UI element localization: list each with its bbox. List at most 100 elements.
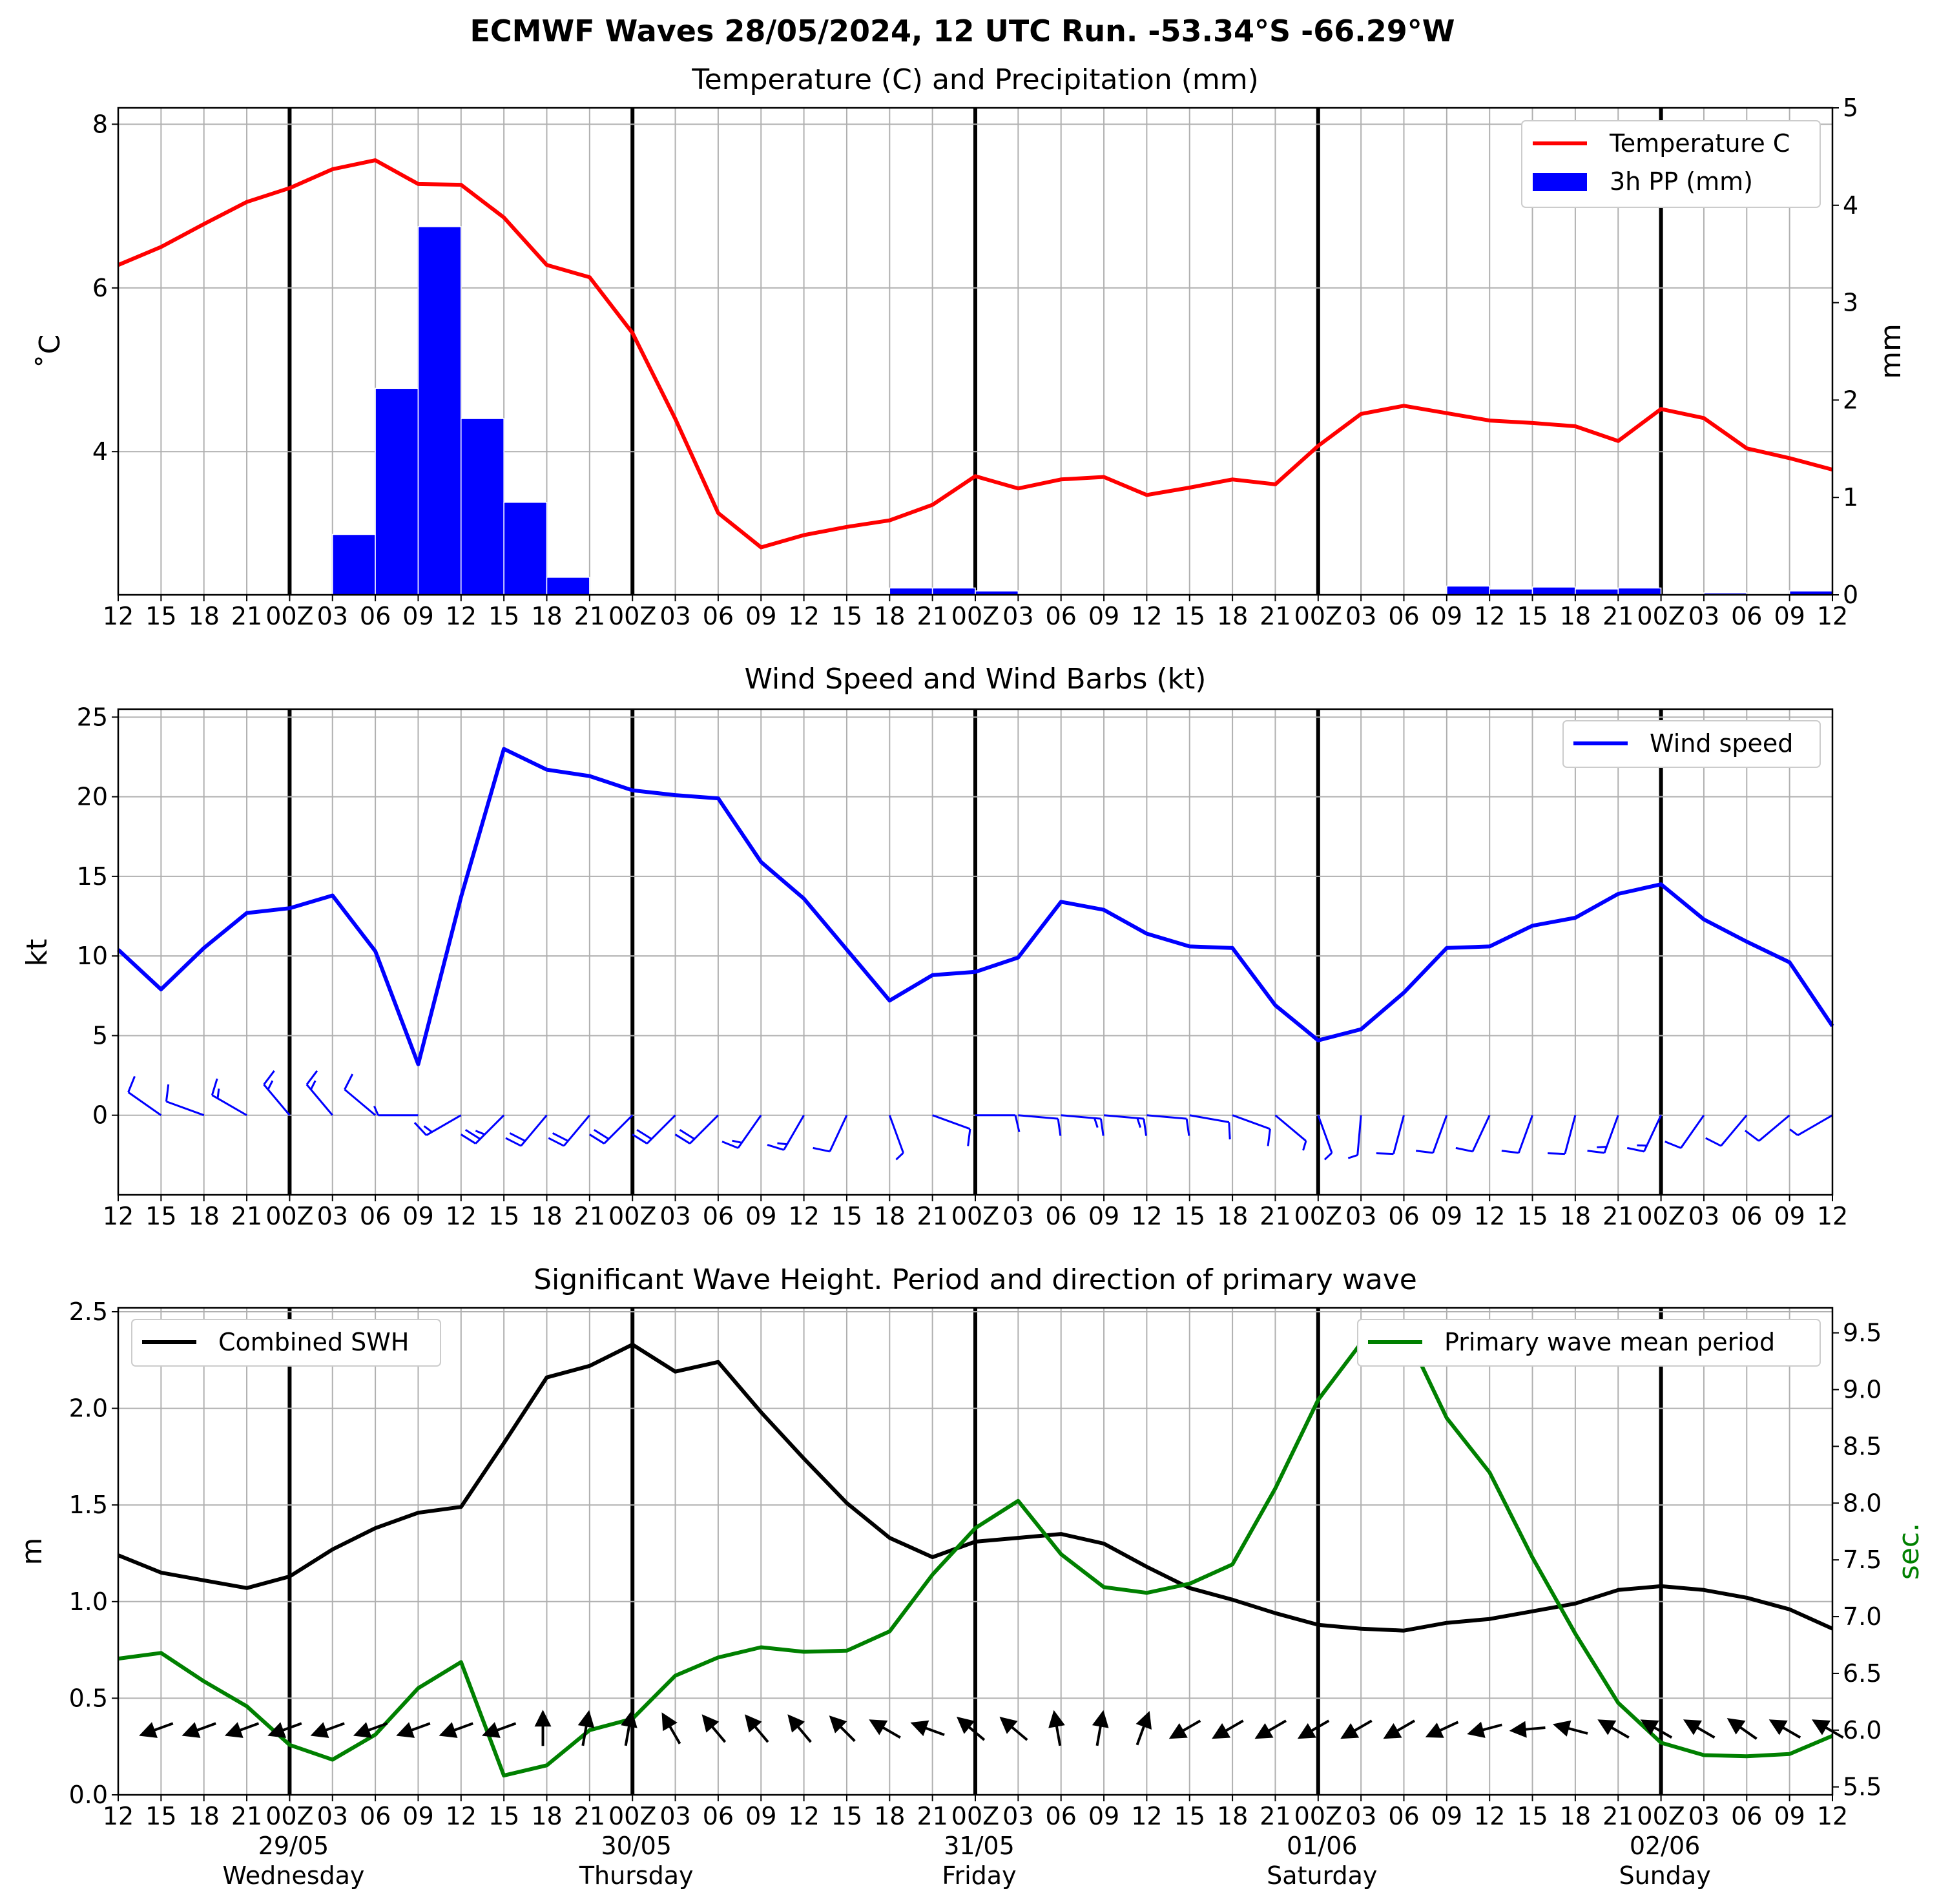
x-tick-label: 18	[874, 1802, 905, 1830]
x-tick-label: 03	[317, 1202, 348, 1230]
x-tick-label: 12	[788, 1802, 819, 1830]
wind-barb	[1376, 1115, 1405, 1155]
x-tick-label: 00Z	[1637, 1802, 1685, 1830]
arrow-head	[181, 1722, 201, 1738]
wind-barb-feather	[895, 1152, 904, 1161]
x-tick-label: 03	[1345, 602, 1376, 630]
x-tick-label: 12	[1817, 602, 1848, 630]
wind-barb-feather	[1267, 1128, 1271, 1146]
wind-barb-feather	[216, 1088, 220, 1099]
x-tick-label: 15	[145, 602, 176, 630]
x-tick-label: 21	[574, 1802, 605, 1830]
y-tick-label: 6	[92, 274, 108, 302]
x-tick-label: 21	[1260, 1202, 1291, 1230]
arrow-head	[869, 1719, 888, 1735]
wind-barb-feather	[464, 1129, 481, 1140]
wind-barb-feather	[1099, 1118, 1104, 1136]
x-tick-label: 12	[103, 1202, 134, 1230]
x-tick-label: 09	[402, 1802, 433, 1830]
wave-direction-arrow	[181, 1722, 216, 1738]
wave-direction-arrow	[353, 1722, 388, 1738]
x-tick-label: 12	[1474, 1202, 1505, 1230]
arrow-head	[1683, 1719, 1702, 1735]
x-tick-label: 15	[488, 602, 519, 630]
chart-suptitle: ECMWF Waves 28/05/2024, 12 UTC Run. -53.…	[470, 14, 1455, 48]
wave-direction-arrows	[139, 1710, 1844, 1746]
precip-bar	[1531, 586, 1576, 595]
wind-barb	[1548, 1115, 1577, 1155]
wind-barb-feather	[1626, 1146, 1644, 1153]
wave-lines	[117, 1326, 1834, 1778]
wind-barb-shaft	[1643, 1115, 1662, 1152]
wind-barb-feather	[165, 1084, 170, 1102]
x-tick-label: 15	[831, 602, 862, 630]
x-tick-label: 03	[659, 602, 690, 630]
wind-barb	[767, 1114, 805, 1151]
wind-barb-shaft	[165, 1101, 205, 1117]
wind-barb	[1789, 1114, 1833, 1137]
wind-barb-feather	[423, 1125, 433, 1133]
y2-tick-label: 2	[1843, 386, 1858, 414]
legend-swatch-precipitation	[1533, 173, 1587, 191]
y-tick-label: 4	[92, 437, 108, 466]
x-tick-label: 06	[360, 602, 391, 630]
legend-label-period: Primary wave mean period	[1444, 1328, 1775, 1356]
wind-barb-feather	[263, 1070, 275, 1086]
y2-axis-label-sec: sec.	[1892, 1523, 1925, 1580]
x-tick-label: 06	[360, 1802, 391, 1830]
wind-barb-feather	[674, 1133, 690, 1144]
wave-direction-arrow	[1048, 1710, 1065, 1746]
arrow-head	[1552, 1720, 1571, 1737]
x-tick-label: 21	[1602, 1802, 1633, 1830]
wind-barb	[588, 1114, 634, 1144]
wind-barb	[1415, 1115, 1448, 1154]
wind-barb-shaft	[1720, 1114, 1748, 1147]
grid	[118, 1308, 1833, 1795]
y-tick-label: 0	[92, 1101, 108, 1130]
wind-barb-feather	[813, 1146, 831, 1153]
y-tick-label: 8	[92, 110, 108, 138]
wind-barb-shaft	[646, 1114, 676, 1144]
wind-barb-shaft	[263, 1084, 291, 1116]
x-tick-label: 21	[1260, 1802, 1291, 1830]
x-tick-label: 12	[1474, 1802, 1505, 1830]
axis-ticks: 12 15 18 21 00Z 03 06 09 12 15 18 21 00Z 03 06 09 12 15 18…	[77, 703, 1849, 1230]
wind-barb	[1705, 1114, 1748, 1147]
wind-barb-feather	[777, 1142, 787, 1146]
wind-barb-shaft	[306, 1084, 333, 1116]
day-name-label: Wednesday	[222, 1861, 364, 1890]
x-tick-label: 21	[1260, 602, 1291, 630]
x-tick-label: 06	[1731, 1802, 1762, 1830]
precip-bar	[417, 226, 462, 595]
wind-barb-shaft	[1564, 1115, 1577, 1154]
wind-barb-shaft	[1471, 1115, 1491, 1152]
wind-barb	[1626, 1115, 1662, 1153]
wave-direction-arrow	[396, 1722, 431, 1738]
x-tick-label: 21	[1602, 602, 1633, 630]
wind-barb-shaft	[1432, 1115, 1448, 1154]
wind-barb-feather	[1014, 1115, 1021, 1133]
x-tick-label: 12	[1474, 602, 1505, 630]
arrow-head	[787, 1714, 805, 1733]
plot-frame	[117, 708, 1834, 1196]
wave-direction-arrow	[224, 1722, 260, 1738]
x-tick-label: 21	[917, 602, 948, 630]
x-tick-label: 09	[1431, 1202, 1462, 1230]
wind-barb	[1274, 1114, 1307, 1151]
wind-barb-feather	[1587, 1150, 1605, 1154]
wind-barb-feather	[632, 1133, 648, 1144]
x-tick-label: 06	[1046, 602, 1077, 630]
x-tick-label: 03	[1002, 1202, 1033, 1230]
x-tick-label: 06	[1388, 602, 1419, 630]
arrow-head	[1168, 1723, 1188, 1739]
x-tick-label: 09	[1088, 1802, 1119, 1830]
wind-barb	[975, 1114, 1021, 1133]
wind-barb-feather	[211, 1078, 218, 1096]
y-tick-label: 10	[77, 942, 108, 970]
arrow-head	[1212, 1723, 1231, 1739]
precip-bar	[889, 587, 933, 595]
y2-tick-label: 1	[1843, 483, 1858, 512]
x-tick-label: 03	[659, 1202, 690, 1230]
wind-barb-feather	[1705, 1137, 1722, 1147]
